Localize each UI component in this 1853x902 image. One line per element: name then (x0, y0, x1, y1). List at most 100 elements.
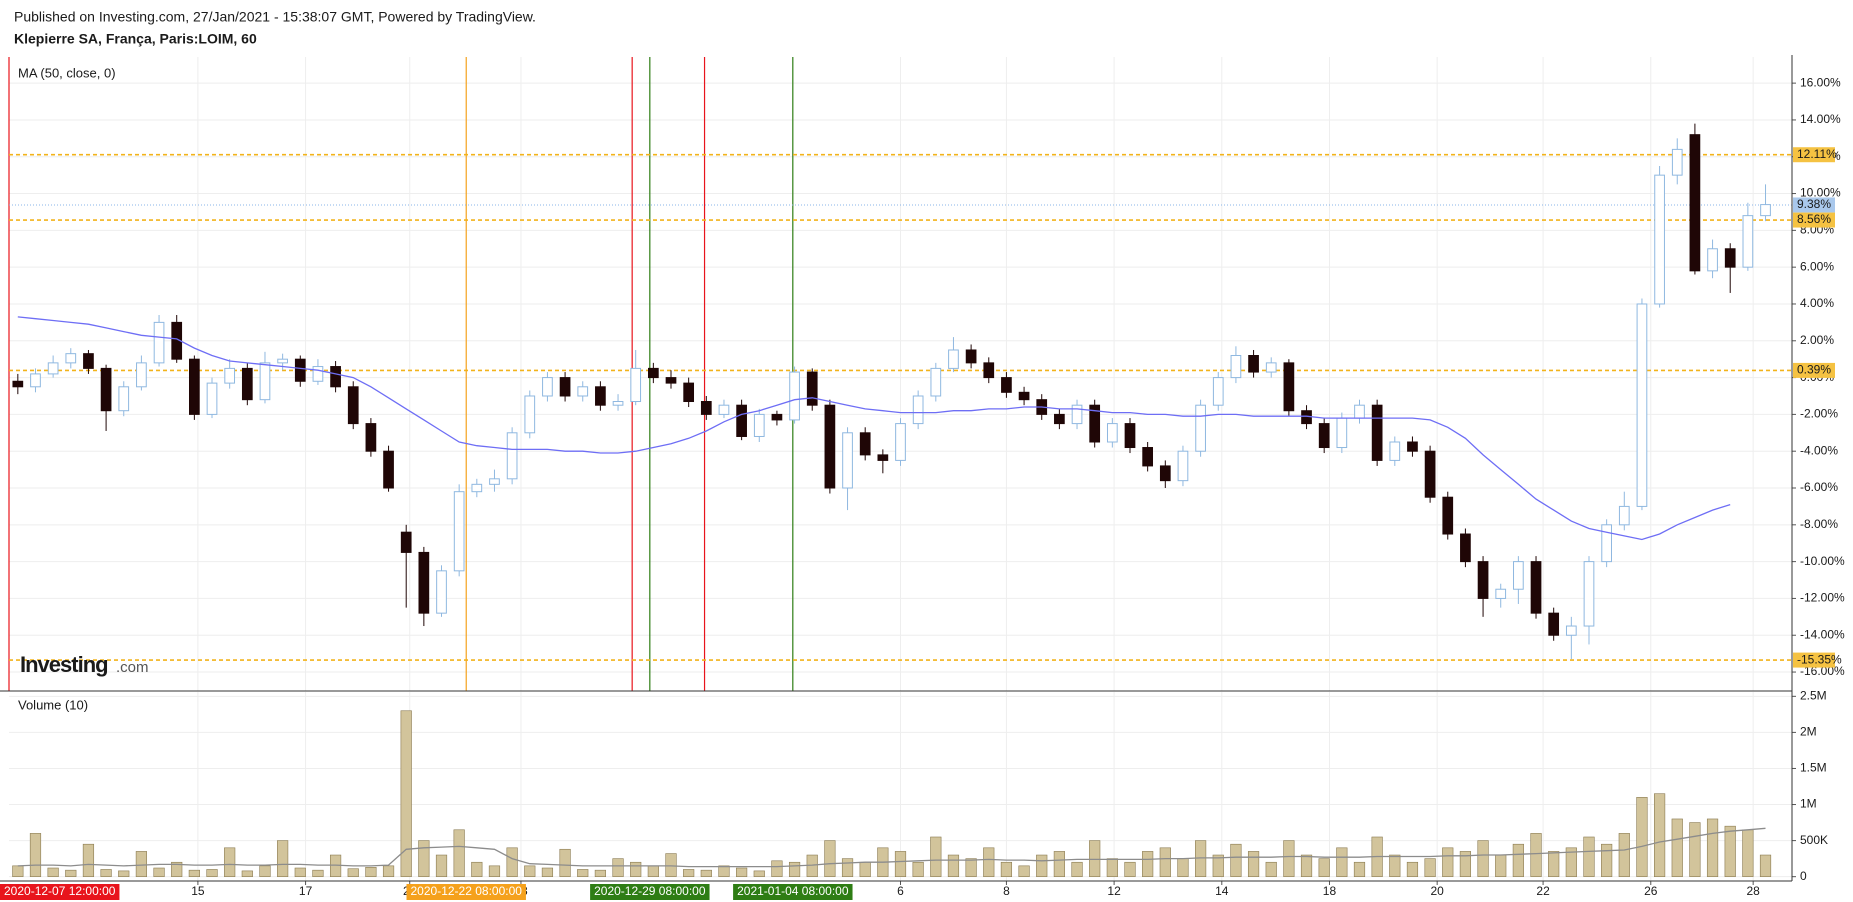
level-label: -15.35% (1797, 652, 1842, 666)
candle-body (1530, 561, 1542, 614)
volume-bar (1477, 840, 1489, 877)
y-tick-label: 14.00% (1800, 112, 1841, 126)
x-tick-label: 26 (1644, 884, 1658, 898)
candle-body (1495, 588, 1507, 599)
candle-body (30, 373, 41, 388)
level-label: 8.56% (1797, 212, 1831, 226)
candle-body (453, 491, 465, 572)
volume-bar (824, 840, 836, 877)
price-pane-legend: MA (50, close, 0) (18, 65, 116, 80)
volume-bar (947, 854, 960, 877)
candle-body (1689, 134, 1701, 272)
candle-body (1742, 215, 1754, 268)
volume-bar (65, 869, 77, 877)
volume-bar (1353, 861, 1366, 877)
y-tick-label: 500K (1800, 833, 1828, 847)
axis-layer: 16.00%14.00%12.00%10.00%8.00%6.00%4.00%2… (0, 55, 1845, 900)
candle-body (1389, 441, 1401, 461)
candle-body (912, 395, 924, 425)
level-label: 0.39% (1797, 363, 1831, 377)
volume-bar (1424, 858, 1436, 877)
x-tick-label: 28 (1746, 884, 1760, 898)
volume-bar (894, 851, 907, 877)
volume-bar (294, 867, 306, 877)
volume-bar (647, 865, 659, 877)
candle-body (489, 478, 500, 485)
volume-bar (1389, 854, 1401, 877)
volume-bar (82, 843, 95, 877)
volume-bar (1300, 854, 1313, 877)
level-label-box (1793, 362, 1835, 378)
volume-bar (488, 865, 501, 877)
y-tick-label: -4.00% (1800, 443, 1838, 457)
volume-bar (1618, 833, 1630, 877)
volume-bar (1671, 818, 1683, 877)
volume-bar (312, 869, 324, 877)
candle-body (12, 380, 24, 388)
volume-bar (559, 848, 571, 877)
volume-bar (1124, 861, 1136, 877)
candle-body (436, 570, 447, 614)
volume-bar (1442, 847, 1454, 877)
x-tick-label: 12 (1107, 884, 1121, 898)
marker-label-box (733, 884, 853, 900)
candle-body (1283, 362, 1295, 412)
volume-bar (1265, 861, 1277, 877)
volume-bar (241, 870, 253, 877)
moving-average-line (17, 316, 1731, 541)
candle-body (1601, 524, 1612, 563)
volume-bar (471, 861, 483, 877)
candle-body (136, 362, 147, 388)
volume-bar (100, 869, 112, 877)
volume-bar (1689, 822, 1701, 877)
candle-body (1760, 204, 1771, 217)
candle-body (683, 382, 695, 403)
volume-bar (718, 865, 730, 877)
y-tick-label: 2.5M (1800, 689, 1827, 703)
x-tick-label: 20 (1430, 884, 1444, 898)
candle-body (983, 362, 995, 379)
level-label: 12.11% (1797, 147, 1837, 161)
volume-bar (12, 865, 24, 877)
candle-body (612, 401, 624, 406)
candle-body (1460, 533, 1471, 563)
volume-bar (1106, 858, 1118, 877)
volume-bar (453, 829, 465, 877)
volume-bar (912, 861, 924, 877)
marker-label: 2020-12-22 08:00:00 (406, 884, 526, 900)
candle-body (824, 404, 836, 489)
candle-body (647, 367, 659, 379)
candle-body (877, 454, 889, 461)
candle-body (1159, 465, 1171, 482)
y-tick-label: 16.00% (1800, 75, 1841, 89)
volume-bar (1565, 847, 1577, 877)
candle-body (895, 423, 906, 461)
candle-body (294, 358, 306, 382)
volume-bar (1177, 858, 1189, 877)
volume-bar (1583, 836, 1595, 877)
volume-bar (1000, 861, 1013, 877)
candle-body (542, 377, 553, 397)
volume-bar (753, 870, 765, 877)
x-tick-label: 14 (1215, 884, 1229, 898)
volume-bar (188, 869, 200, 877)
y-tick-label: 6.00% (1800, 259, 1834, 273)
volume-bar (259, 865, 271, 877)
candle-body (630, 367, 642, 403)
candle-body (418, 551, 430, 614)
volume-bar (1601, 843, 1613, 877)
candle-body (365, 423, 377, 452)
candle-body (1724, 248, 1736, 268)
candle-body (347, 386, 359, 425)
marker-label: 2021-01-04 08:00:00 (733, 884, 853, 900)
volume-bar (400, 710, 412, 877)
y-tick-label: -2.00% (1800, 407, 1838, 421)
candle-body (736, 404, 747, 437)
x-tick-label: 15 (191, 884, 205, 898)
candle-body (1001, 377, 1012, 393)
marker-label-box (0, 884, 120, 900)
volume-bar (1318, 858, 1330, 877)
candle-body (700, 401, 712, 415)
candle-body (859, 432, 871, 456)
volume-bar (1548, 851, 1560, 877)
